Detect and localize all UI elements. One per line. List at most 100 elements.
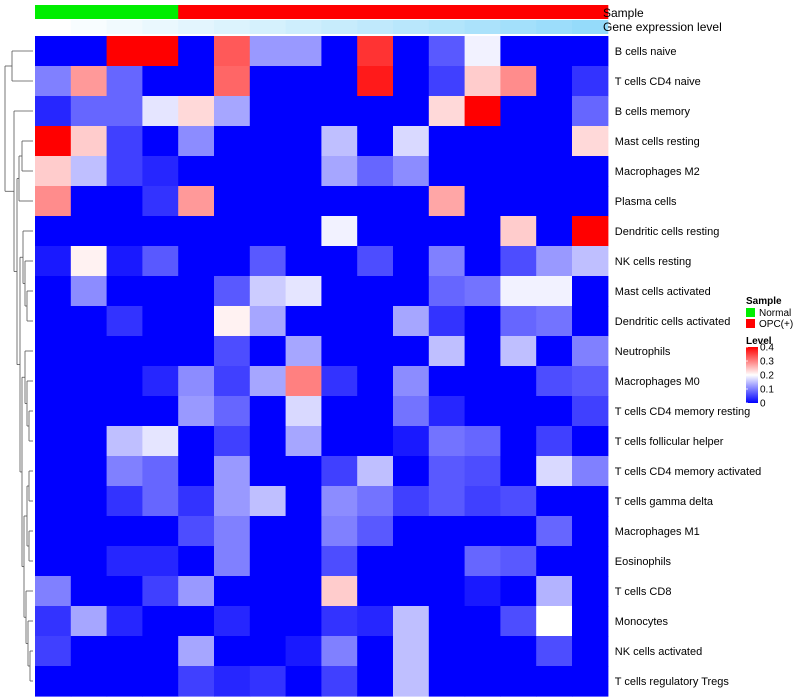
heatmap-cell <box>214 576 251 607</box>
heatmap-cell <box>178 66 215 97</box>
row-label: Eosinophils <box>615 556 672 568</box>
heatmap-cell <box>249 486 287 517</box>
heatmap-cell <box>321 156 358 187</box>
heatmap-cell <box>214 366 251 397</box>
heatmap-cell <box>214 216 251 247</box>
heatmap-cell <box>249 546 287 577</box>
heatmap-cell <box>106 516 143 547</box>
heatmap-cell <box>464 246 501 277</box>
heatmap-cell <box>35 186 72 217</box>
heatmap-cell <box>35 456 72 487</box>
heatmap-cell <box>178 336 215 367</box>
expression-annotation-cell <box>357 20 394 34</box>
heatmap-cell <box>428 246 466 277</box>
heatmap-cell <box>35 336 72 367</box>
heatmap-cell <box>464 186 501 217</box>
legend-normal-label: Normal <box>759 308 791 319</box>
heatmap-cell <box>285 636 322 667</box>
legend-level-ticks: 0.4 0.3 0.2 0.1 0 <box>746 343 774 410</box>
heatmap-cell <box>178 96 215 127</box>
heatmap-cell <box>70 366 108 397</box>
heatmap-cell <box>214 396 251 427</box>
heatmap-cell <box>249 606 287 637</box>
heatmap-cell <box>500 456 537 487</box>
heatmap-cell <box>321 366 358 397</box>
row-label: Dendritic cells activated <box>615 316 731 328</box>
row-label: T cells regulatory Tregs <box>615 676 730 688</box>
legend-opc-swatch <box>746 319 755 328</box>
heatmap-cell <box>464 36 501 67</box>
row-label: Monocytes <box>615 616 669 628</box>
heatmap-cell <box>357 276 394 307</box>
heatmap-cell <box>357 96 394 127</box>
heatmap-cell <box>393 456 430 487</box>
heatmap-cell <box>536 576 573 607</box>
heatmap-cell <box>142 336 179 367</box>
heatmap-cell <box>249 186 287 217</box>
heatmap-cell <box>70 276 108 307</box>
level-tick-label: 0.4 <box>760 343 774 354</box>
heatmap-cell <box>428 366 466 397</box>
heatmap-cell <box>142 216 179 247</box>
heatmap-cell <box>214 126 251 157</box>
heatmap-cell <box>357 66 394 97</box>
heatmap-cell <box>357 36 394 67</box>
heatmap-cell <box>70 216 108 247</box>
heatmap-cell <box>428 606 466 637</box>
heatmap-cell <box>106 546 143 577</box>
heatmap-cell <box>393 186 430 217</box>
row-label: T cells follicular helper <box>615 436 724 448</box>
heatmap-cell <box>178 366 215 397</box>
heatmap-cell <box>106 156 143 187</box>
heatmap-cell <box>70 396 108 427</box>
heatmap-cell <box>357 216 394 247</box>
heatmap-cell <box>70 636 108 667</box>
sample-annotation-cell <box>214 5 251 19</box>
heatmap-cell <box>249 426 287 457</box>
heatmap-cell <box>285 606 322 637</box>
heatmap-cell <box>35 396 72 427</box>
heatmap-cell <box>357 666 394 697</box>
expression-annotation-cell <box>464 20 501 34</box>
heatmap-cell <box>142 156 179 187</box>
heatmap-cell <box>142 186 179 217</box>
heatmap-cell <box>70 606 108 637</box>
heatmap-cell <box>357 636 394 667</box>
heatmap-cell <box>321 246 358 277</box>
heatmap-cell <box>249 276 287 307</box>
heatmap-cell <box>142 576 179 607</box>
heatmap-cell <box>357 426 394 457</box>
row-labels: B cells naive T cells CD4 naive B cells me… <box>615 46 762 688</box>
heatmap-cell <box>428 636 466 667</box>
heatmap-cell <box>321 516 358 547</box>
heatmap-cell <box>321 396 358 427</box>
row-label: NK cells activated <box>615 646 702 658</box>
heatmap-cell <box>536 216 573 247</box>
heatmap-cell <box>428 96 466 127</box>
heatmap-cell <box>35 36 72 67</box>
heatmap-cell <box>285 96 322 127</box>
heatmap-cell <box>35 636 72 667</box>
expression-annotation-cell <box>428 20 466 34</box>
heatmap-cell <box>106 486 143 517</box>
heatmap-cell <box>321 36 358 67</box>
heatmap-cell <box>536 456 573 487</box>
heatmap-cell <box>35 216 72 247</box>
heatmap-cell <box>249 96 287 127</box>
heatmap-cell <box>500 486 537 517</box>
heatmap-cell <box>70 156 108 187</box>
sample-annotation-cell <box>178 5 215 19</box>
heatmap-cell <box>500 66 537 97</box>
heatmap-cell <box>142 96 179 127</box>
heatmap-cell <box>357 336 394 367</box>
heatmap-cell <box>106 606 143 637</box>
heatmap-cell <box>285 306 322 337</box>
heatmap-cell <box>285 186 322 217</box>
heatmap-cell <box>35 606 72 637</box>
heatmap-cell <box>106 576 143 607</box>
heatmap-cell <box>249 126 287 157</box>
heatmap-cell <box>464 66 501 97</box>
heatmap-cell <box>500 516 537 547</box>
heatmap-cell <box>428 126 466 157</box>
legend-normal-swatch <box>746 308 755 317</box>
